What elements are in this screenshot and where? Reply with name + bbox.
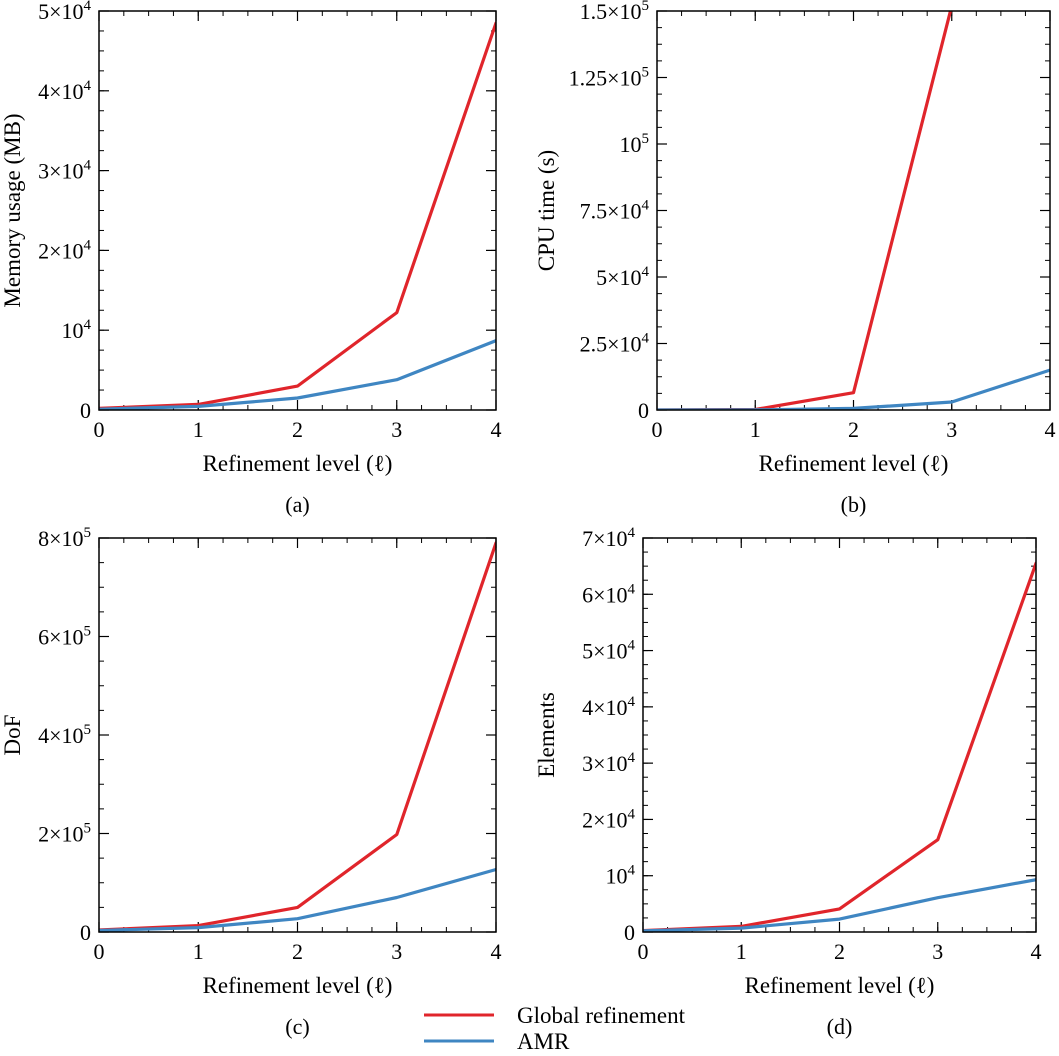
y-axis-label: Memory usage (MB) xyxy=(0,113,25,307)
y-tick-label: 0 xyxy=(80,920,91,945)
panel-caption: (a) xyxy=(285,492,309,517)
x-tick-label: 2 xyxy=(292,939,303,964)
x-tick-label: 0 xyxy=(638,939,649,964)
y-tick-label: 4×105 xyxy=(38,722,91,748)
chart-c: 0 1 2 3 4 0 2×105 4×105 6×105 8×105 Refinement lev… xyxy=(0,525,502,1039)
y-axis-label: DoF xyxy=(0,715,25,756)
y-tick-label: 3×104 xyxy=(38,158,91,184)
x-tick-label: 1 xyxy=(736,939,747,964)
series-line-global-refinement xyxy=(99,21,496,410)
x-tick-label: 2 xyxy=(848,417,859,442)
series-line-amr xyxy=(643,878,1036,932)
y-tick-label: 5×104 xyxy=(582,638,635,664)
y-tick-label: 104 xyxy=(62,317,92,343)
series-line-global-refinement xyxy=(99,541,496,932)
legend: Global refinement AMR xyxy=(424,1003,686,1054)
y-tick-label: 7.5×104 xyxy=(580,198,650,224)
y-tick-label: 1.5×105 xyxy=(580,0,649,24)
legend-label-amr: AMR xyxy=(517,1029,570,1051)
x-tick-label: 2 xyxy=(834,939,845,964)
series-group xyxy=(657,11,1050,410)
y-tick-label: 105 xyxy=(620,131,650,157)
y-tick-label: 4×104 xyxy=(582,694,635,720)
x-axis-label: Refinement level (ℓ) xyxy=(203,451,393,476)
x-tick-label: 4 xyxy=(1031,939,1042,964)
legend-label-global: Global refinement xyxy=(517,1003,686,1028)
y-axis-label: CPU time (s) xyxy=(534,150,559,271)
chart-b: 0 1 2 3 4 0 2.5×104 5×104 7.5×104 105 1.25×105 1.5×… xyxy=(534,0,1056,517)
plot-frame xyxy=(656,10,1051,411)
x-tick-label: 3 xyxy=(391,939,402,964)
y-tick-label: 5×104 xyxy=(38,0,91,24)
x-tick-label: 1 xyxy=(193,417,204,442)
y-tick-label: 0 xyxy=(80,398,91,423)
y-tick-label: 7×104 xyxy=(582,525,635,551)
x-axis-label: Refinement level (ℓ) xyxy=(745,973,935,998)
y-tick-label: 1.25×105 xyxy=(569,65,649,91)
x-tick-label: 3 xyxy=(932,939,943,964)
y-tick-label: 2×105 xyxy=(38,821,91,847)
y-tick-label: 0 xyxy=(638,398,649,423)
series-line-global-refinement xyxy=(657,11,953,410)
x-tick-label: 0 xyxy=(94,417,105,442)
y-tick-label: 6×104 xyxy=(582,581,635,607)
y-tick-label: 6×105 xyxy=(38,624,91,650)
x-axis-label: Refinement level (ℓ) xyxy=(759,451,949,476)
chart-d: 0 1 2 3 4 0 104 2×104 3×104 4×104 5×104 6×104 7×104 R… xyxy=(534,525,1042,1039)
plot-frame xyxy=(98,10,497,411)
series-line-global-refinement xyxy=(643,561,1036,932)
x-tick-label: 4 xyxy=(491,939,502,964)
x-tick-label: 0 xyxy=(94,939,105,964)
series-line-amr xyxy=(99,339,496,410)
y-tick-label: 3×104 xyxy=(582,750,635,776)
y-tick-label: 4×104 xyxy=(38,78,91,104)
series-group xyxy=(99,541,496,932)
y-tick-label: 104 xyxy=(606,863,636,889)
y-axis-label: Elements xyxy=(534,692,559,778)
x-tick-label: 1 xyxy=(193,939,204,964)
series-group xyxy=(643,561,1036,932)
y-tick-label: 2×104 xyxy=(38,237,91,263)
x-axis-label: Refinement level (ℓ) xyxy=(203,973,393,998)
y-tick-label: 8×105 xyxy=(38,525,91,551)
x-tick-label: 0 xyxy=(652,417,663,442)
panel-caption: (c) xyxy=(285,1014,309,1039)
x-tick-label: 2 xyxy=(292,417,303,442)
panel-caption: (d) xyxy=(827,1014,853,1039)
x-tick-label: 3 xyxy=(391,417,402,442)
x-tick-label: 3 xyxy=(946,417,957,442)
panel-caption: (b) xyxy=(841,492,867,517)
plot-frame xyxy=(642,537,1037,933)
x-tick-label: 1 xyxy=(750,417,761,442)
series-group xyxy=(99,21,496,410)
y-tick-label: 2.5×104 xyxy=(580,331,650,357)
series-line-amr xyxy=(99,867,496,932)
x-tick-label: 4 xyxy=(1045,417,1056,442)
y-tick-label: 0 xyxy=(624,920,635,945)
plot-frame xyxy=(98,537,497,933)
x-tick-label: 4 xyxy=(491,417,502,442)
y-tick-label: 5×104 xyxy=(596,264,649,290)
y-tick-label: 2×104 xyxy=(582,806,635,832)
chart-a: 0 1 2 3 4 0 104 2×104 3×104 4×104 5×104 Refinement … xyxy=(0,0,502,517)
